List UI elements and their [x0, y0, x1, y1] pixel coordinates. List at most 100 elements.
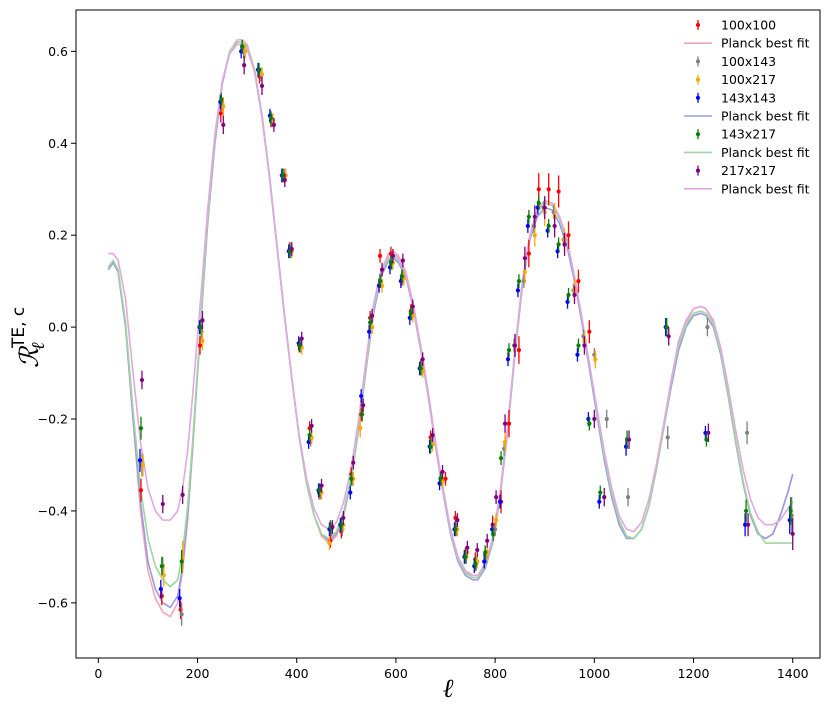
- data-point: [297, 343, 302, 348]
- data-point: [317, 488, 322, 493]
- legend-item: 143x217: [695, 127, 776, 142]
- y-axis-label-sub: ℓ: [28, 342, 49, 350]
- legend-label: 100x100: [721, 18, 776, 33]
- y-tick-label: 0.2: [48, 228, 68, 243]
- data-point: [532, 233, 537, 238]
- data-point: [625, 495, 631, 500]
- data-point: [390, 253, 396, 258]
- data-point: [497, 499, 503, 504]
- data-point: [443, 476, 448, 481]
- legend-item: Planck best fit: [684, 36, 810, 51]
- data-point: [341, 515, 346, 520]
- data-point: [465, 545, 470, 550]
- legend-marker: [695, 77, 701, 82]
- data-point: [410, 304, 415, 309]
- data-point: [309, 423, 314, 429]
- data-point: [597, 499, 602, 504]
- data-point: [522, 269, 527, 275]
- data-point: [388, 260, 394, 265]
- y-tick-label: −0.2: [38, 412, 68, 427]
- data-point: [512, 343, 518, 348]
- data-point: [556, 242, 561, 247]
- legend-label: Planck best fit: [721, 145, 810, 160]
- data-point: [198, 325, 203, 330]
- data-point: [604, 416, 609, 422]
- x-tick-label: 400: [285, 666, 309, 681]
- data-point: [453, 527, 458, 532]
- data-point: [666, 334, 671, 339]
- data-point: [788, 508, 793, 514]
- data-point: [240, 44, 245, 49]
- data-point: [572, 292, 577, 298]
- x-tick-label: 200: [186, 666, 210, 681]
- data-point: [743, 508, 749, 514]
- legend-label: Planck best fit: [721, 181, 810, 196]
- data-point: [339, 522, 344, 527]
- data-point: [138, 426, 144, 431]
- data-point: [526, 214, 531, 219]
- data-point: [546, 223, 551, 229]
- x-axis: 0 200 400 600 800 1000 1200 1400: [94, 658, 809, 681]
- legend-item: Planck best fit: [684, 145, 810, 160]
- data-point: [400, 258, 405, 263]
- data-point: [790, 531, 795, 537]
- data-point: [158, 586, 163, 592]
- data-point: [370, 313, 375, 318]
- data-point: [271, 122, 277, 127]
- series-143x217: [138, 39, 793, 576]
- data-point: [430, 433, 435, 438]
- legend-item: 100x143: [695, 54, 776, 69]
- data-point: [377, 279, 383, 284]
- y-tick-label: −0.4: [38, 503, 68, 518]
- data-point: [626, 437, 632, 442]
- data-point: [532, 214, 537, 219]
- data-point: [506, 421, 512, 426]
- legend-label: 100x143: [721, 54, 776, 69]
- legend-marker: [695, 59, 701, 64]
- data-point: [367, 329, 372, 334]
- fit-curves: [107, 39, 794, 618]
- data-point: [221, 122, 226, 127]
- data-point: [745, 522, 751, 527]
- x-tick-label: 600: [384, 666, 408, 681]
- data-point: [160, 501, 165, 507]
- data-point: [399, 274, 404, 279]
- legend-label: 143x143: [721, 90, 776, 105]
- data-point: [221, 104, 226, 109]
- data-point: [370, 325, 375, 330]
- data-point: [349, 476, 354, 481]
- data-point: [592, 416, 597, 422]
- data-point: [161, 573, 166, 578]
- data-point: [473, 561, 478, 566]
- series-217x217: [139, 55, 795, 557]
- data-point: [562, 242, 567, 247]
- data-point: [351, 460, 356, 465]
- data-points: [137, 39, 795, 626]
- data-point: [475, 547, 480, 553]
- data-point: [552, 223, 557, 229]
- legend-item: 100x217: [695, 72, 776, 87]
- y-axis: −0.6 −0.4 −0.2 0.0 0.2 0.4 0.6: [38, 44, 76, 610]
- data-point: [438, 476, 443, 481]
- data-point: [455, 518, 460, 523]
- data-point: [485, 538, 490, 543]
- data-point: [440, 469, 445, 474]
- data-point: [307, 433, 312, 438]
- y-axis-label-main: ℛ: [15, 345, 45, 368]
- data-point: [242, 63, 247, 68]
- y-axis-label: ℛ ℓ TE, c: [9, 307, 49, 368]
- data-point: [159, 563, 164, 569]
- data-point: [494, 495, 499, 500]
- data-point: [218, 111, 223, 116]
- x-tick-label: 1200: [678, 666, 710, 681]
- data-point: [219, 97, 224, 102]
- x-tick-label: 1400: [777, 666, 809, 681]
- data-point: [506, 347, 512, 353]
- data-point: [593, 357, 598, 362]
- data-point: [598, 490, 603, 495]
- data-point: [576, 279, 581, 284]
- data-point: [360, 412, 365, 417]
- y-tick-label: 0.6: [48, 44, 68, 59]
- plot-frame: [75, 9, 821, 659]
